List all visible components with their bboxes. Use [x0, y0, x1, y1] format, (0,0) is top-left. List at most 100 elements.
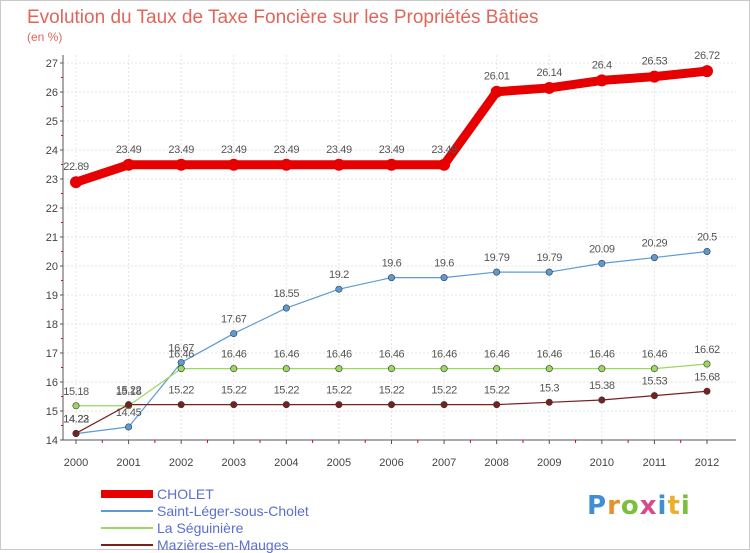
logo-letter: o	[620, 491, 640, 521]
y-tick-label: 14	[46, 435, 58, 447]
data-point	[701, 65, 713, 78]
data-label: 16.62	[694, 344, 720, 356]
data-label: 26.53	[642, 56, 668, 68]
data-point	[332, 158, 345, 171]
legend-swatch	[101, 543, 153, 546]
y-tick-label: 15	[46, 406, 58, 418]
data-point	[490, 85, 503, 98]
data-point	[703, 360, 711, 368]
data-label: 20.29	[642, 238, 668, 250]
data-point	[387, 274, 395, 282]
data-label: 15.18	[63, 386, 89, 398]
data-point	[650, 392, 658, 400]
x-tick-label: 2003	[222, 457, 246, 469]
data-label: 16.46	[274, 349, 300, 361]
y-tick-label: 18	[46, 319, 58, 331]
data-point	[650, 365, 658, 373]
legend-label: Saint-Léger-sous-Cholet	[157, 502, 309, 519]
y-tick-label: 23	[46, 174, 58, 186]
data-label: 23.49	[379, 144, 405, 156]
x-tick-label: 2008	[484, 457, 508, 469]
data-point	[230, 365, 238, 373]
data-point	[545, 365, 553, 373]
data-point	[703, 387, 711, 395]
x-tick-label: 2012	[695, 457, 719, 469]
y-tick-label: 19	[46, 290, 58, 302]
data-point	[595, 74, 608, 87]
logo-letter: x	[639, 491, 658, 521]
data-label: 26.14	[536, 67, 562, 79]
data-point	[648, 70, 661, 83]
data-label: 16.46	[431, 349, 457, 361]
data-label: 26.01	[484, 71, 510, 83]
data-label: 23.49	[326, 144, 352, 156]
data-point	[493, 365, 501, 373]
data-label: 26.72	[694, 50, 720, 62]
data-point	[282, 304, 290, 312]
data-point	[598, 365, 606, 373]
legend-swatch	[101, 509, 153, 512]
logo-letter: i	[657, 491, 668, 521]
data-label: 19.2	[329, 269, 349, 281]
legend-item: CHOLET	[101, 485, 309, 502]
data-label: 15.53	[642, 376, 668, 388]
legend-item: La Séguinière	[101, 519, 309, 536]
data-label: 19.79	[484, 252, 510, 264]
logo-letter: t	[667, 491, 681, 521]
data-point	[122, 158, 135, 171]
legend-label: La Séguinière	[157, 519, 244, 536]
data-label: 16.46	[168, 349, 194, 361]
data-point	[335, 365, 343, 373]
y-tick-label: 21	[46, 232, 58, 244]
data-point	[440, 401, 448, 409]
logo-letter: P	[587, 491, 608, 521]
logo-letter: r	[607, 491, 621, 521]
data-point	[545, 398, 553, 406]
logo-letter: i	[680, 491, 691, 521]
data-point	[438, 158, 451, 171]
data-point	[125, 401, 133, 409]
data-label: 15.22	[116, 385, 142, 397]
data-point	[598, 259, 606, 267]
x-tick-label: 2000	[64, 457, 88, 469]
y-tick-label: 20	[46, 261, 58, 273]
data-label: 15.22	[221, 385, 247, 397]
data-point	[385, 158, 398, 171]
data-label: 17.67	[221, 314, 247, 326]
data-label: 16.46	[484, 349, 510, 361]
data-label: 14.22	[63, 414, 89, 426]
chart-subtitle: (en %)	[27, 30, 63, 44]
data-label: 16.67	[168, 343, 194, 355]
data-label: 15.22	[326, 385, 352, 397]
data-point	[493, 268, 501, 276]
data-point	[282, 365, 290, 373]
chart-title: Evolution du Taux de Taxe Foncière sur l…	[27, 7, 539, 28]
data-point	[440, 274, 448, 282]
proxiti-logo: Proxiti	[587, 491, 691, 521]
x-tick-label: 2002	[169, 457, 193, 469]
data-label: 16.46	[379, 349, 405, 361]
data-label: 19.6	[382, 258, 402, 270]
chart-legend: CHOLET Saint-Léger-sous-Cholet La Séguiniè…	[101, 485, 309, 553]
data-label: 22.89	[63, 161, 89, 173]
x-tick-label: 2004	[274, 457, 298, 469]
x-tick-label: 2006	[379, 457, 403, 469]
legend-item: Mazières-en-Mauges	[101, 536, 309, 553]
x-tick-label: 2011	[643, 457, 667, 469]
data-point	[598, 396, 606, 404]
data-point	[545, 268, 553, 276]
data-label: 16.46	[326, 349, 352, 361]
y-tick-label: 25	[46, 116, 58, 128]
data-label: 20.09	[589, 243, 615, 255]
legend-swatch	[101, 489, 153, 498]
data-point	[70, 176, 82, 189]
data-point	[703, 248, 711, 256]
x-tick-label: 2007	[432, 457, 456, 469]
data-point	[175, 158, 188, 171]
y-tick-label: 16	[46, 377, 58, 389]
y-tick-label: 24	[46, 145, 58, 157]
data-point	[230, 401, 238, 409]
data-label: 15.22	[168, 385, 194, 397]
data-point	[280, 158, 293, 171]
